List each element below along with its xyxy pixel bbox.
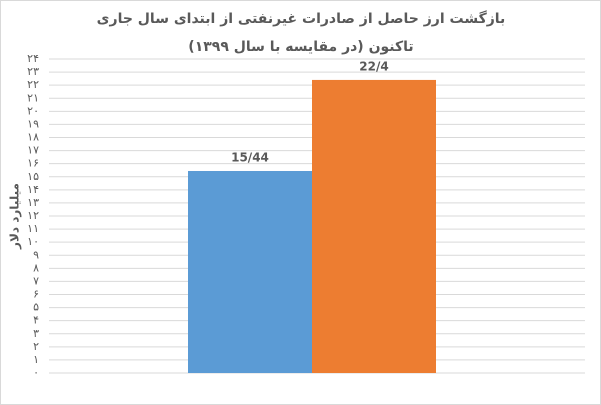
bar — [188, 170, 312, 373]
y-tick-label: ۱۱ — [27, 222, 39, 235]
y-tick-label: ۱۴ — [27, 183, 39, 196]
y-tick-label: ۲۳ — [27, 65, 39, 78]
y-tick-label: ۱ — [33, 353, 39, 366]
y-tick-label: ۱۹ — [27, 117, 39, 130]
data-label: 22/4 — [359, 59, 388, 73]
y-tick-label: ۱۷ — [27, 144, 39, 157]
y-tick-label: ۰ — [33, 366, 39, 379]
y-tick-label: ۳ — [33, 327, 39, 340]
chart-title: بازگشت ارز حاصل از صادرات غیرنفتی از ابت… — [96, 11, 506, 55]
y-tick-label: ۲۲ — [27, 78, 39, 91]
y-tick-label: ۱۸ — [27, 131, 39, 144]
y-tick-label: ۹ — [33, 248, 39, 261]
y-tick-label: ۵ — [33, 301, 39, 314]
bar — [312, 79, 436, 373]
data-label: 15/44 — [231, 150, 269, 164]
y-tick-label: ۸ — [33, 261, 39, 274]
y-tick-label: ۲۴ — [27, 52, 39, 65]
y-tick-label: ۱۳ — [27, 196, 39, 209]
y-tick-label: ۴ — [33, 314, 39, 327]
y-tick-label: ۱۵ — [27, 170, 39, 183]
y-tick-label: ۲۰ — [27, 104, 39, 117]
y-tick-label: ۲ — [33, 340, 39, 353]
y-tick-label: ۶ — [33, 288, 39, 301]
y-tick-label: ۱۶ — [27, 157, 39, 170]
y-tick-label: ۲۱ — [27, 91, 39, 104]
y-axis-label: میلیارد دلار — [8, 183, 22, 250]
y-tick-label: ۱۲ — [27, 209, 39, 222]
y-tick-label: ۷ — [33, 274, 39, 287]
y-tick-label: ۱۰ — [27, 235, 39, 248]
